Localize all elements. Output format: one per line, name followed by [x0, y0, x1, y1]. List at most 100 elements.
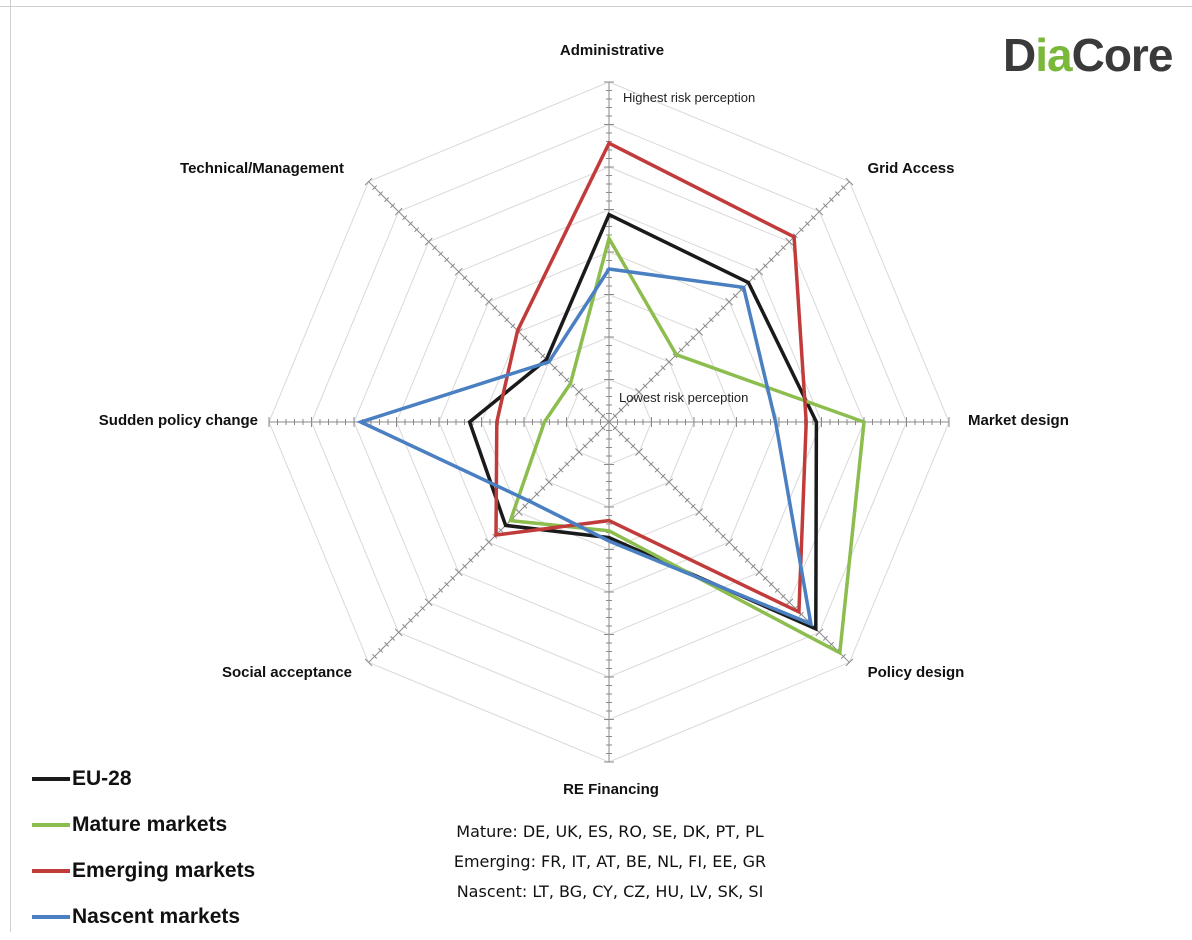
- axis-tick: [492, 305, 498, 311]
- axis-tick: [780, 593, 786, 599]
- axis-tick: [582, 443, 588, 449]
- legend-swatch: [32, 869, 70, 873]
- axis-tick: [384, 197, 390, 203]
- axis-tick: [635, 448, 643, 456]
- frame-left-border: [10, 0, 11, 932]
- axis-tick: [390, 635, 396, 641]
- note-nascent: Nascent: LT, BG, CY, CZ, HU, LV, SK, SI: [456, 882, 764, 901]
- radar-series: [356, 140, 866, 656]
- axis-label-grid-access: Grid Access: [868, 160, 955, 177]
- axis-tick: [414, 227, 420, 233]
- axis-tick: [432, 593, 438, 599]
- axis-tick: [564, 461, 570, 467]
- axis-tick: [624, 401, 630, 407]
- legend-label: Emerging markets: [72, 859, 256, 882]
- axis-tick: [534, 347, 540, 353]
- axis-tick: [504, 317, 510, 323]
- axis-tick: [815, 207, 824, 216]
- axis-tick: [498, 527, 504, 533]
- axis-tick: [558, 371, 564, 377]
- axis-tick: [732, 293, 738, 299]
- logo-suffix: Core: [1071, 29, 1174, 81]
- axis-tick: [570, 383, 576, 389]
- axis-tick: [702, 515, 708, 521]
- axis-tick: [540, 353, 546, 359]
- axis-tick: [454, 267, 463, 276]
- legend-item-emerging: Emerging markets: [32, 848, 255, 894]
- axis-tick: [695, 508, 704, 517]
- axis-tick: [815, 628, 824, 637]
- axis-tick: [474, 287, 480, 293]
- axis-label-re-financing: RE Financing: [563, 781, 659, 798]
- axis-tick: [408, 617, 414, 623]
- axis-tick: [744, 557, 750, 563]
- axis-tick: [424, 237, 433, 246]
- axis-tick: [600, 413, 606, 419]
- frame-top-border: [0, 0, 1192, 7]
- axis-tick: [840, 653, 846, 659]
- axis-tick: [420, 605, 426, 611]
- note-mature: Mature: DE, UK, ES, RO, SE, DK, PT, PL: [456, 822, 764, 841]
- axis-tick: [372, 653, 378, 659]
- axis-tick: [720, 305, 726, 311]
- axis-tick: [845, 658, 854, 667]
- axis-tick: [612, 425, 618, 431]
- axis-tick: [402, 623, 408, 629]
- axis-tick: [432, 245, 438, 251]
- legend: EU-28 Mature markets Emerging markets Na…: [32, 756, 255, 940]
- axis-tick: [635, 388, 643, 396]
- axis-tick: [468, 557, 474, 563]
- axis-tick: [738, 551, 744, 557]
- axis-tick: [534, 491, 540, 497]
- axis-tick: [575, 388, 583, 396]
- legend-label: Nascent markets: [72, 905, 241, 928]
- axis-tick: [714, 527, 720, 533]
- axis-tick: [564, 377, 570, 383]
- axis-tick: [845, 177, 854, 186]
- axis-tick: [484, 538, 493, 547]
- axis-tick: [450, 575, 456, 581]
- axis-tick: [528, 341, 534, 347]
- scale-top-label: Highest risk perception: [623, 90, 755, 105]
- axis-tick: [672, 485, 678, 491]
- axis-tick: [725, 538, 734, 547]
- axis-tick: [665, 358, 673, 366]
- axis-tick: [755, 568, 764, 577]
- axis-tick: [414, 611, 420, 617]
- axis-tick: [612, 413, 618, 419]
- legend-label: EU-28: [72, 767, 132, 790]
- axis-tick: [594, 431, 600, 437]
- axis-tick: [708, 317, 714, 323]
- axis-tick: [695, 327, 704, 336]
- axis-tick: [480, 293, 486, 299]
- axis-tick: [822, 203, 828, 209]
- legend-swatch: [32, 823, 70, 827]
- axis-tick: [654, 371, 660, 377]
- logo-accent: ia: [1035, 29, 1072, 81]
- axis-tick: [514, 508, 523, 517]
- legend-label: Mature markets: [72, 813, 228, 836]
- series-line-emerging-markets: [494, 140, 808, 615]
- legend-item-mature: Mature markets: [32, 802, 255, 848]
- note-emerging: Emerging: FR, IT, AT, BE, NL, FI, EE, GR: [453, 852, 767, 871]
- axis-tick: [394, 628, 403, 637]
- axis-tick: [690, 503, 696, 509]
- axis-tick: [444, 257, 450, 263]
- axis-tick: [828, 197, 834, 203]
- axis-tick: [570, 455, 576, 461]
- axis-tick: [588, 401, 594, 407]
- axis-tick: [390, 203, 396, 209]
- axis-tick: [408, 221, 414, 227]
- axis-tick: [462, 563, 468, 569]
- axis-tick: [480, 545, 486, 551]
- axis-tick: [762, 263, 768, 269]
- axis-tick: [755, 267, 764, 276]
- axis-label-technical-management: Technical/Management: [180, 160, 344, 177]
- axis-tick: [545, 478, 553, 486]
- axis-tick: [690, 335, 696, 341]
- axis-tick: [678, 491, 684, 497]
- axis-tick: [684, 341, 690, 347]
- axis-tick: [642, 383, 648, 389]
- axis-tick: [594, 407, 600, 413]
